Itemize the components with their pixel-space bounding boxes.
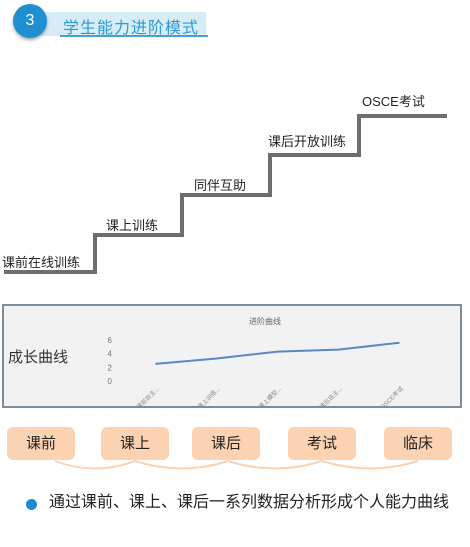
x-tick-label: 课后自主... [318,385,344,406]
y-tick-label: 2 [108,363,113,372]
connector-arc [134,460,229,470]
y-tick-label: 0 [108,377,113,386]
connector-arc [321,460,419,470]
staircase-diagram [4,114,447,274]
stage-pill-clinical: 临床 [384,427,452,460]
section-title: 学生能力进阶模式 [63,20,200,37]
stage-pill-in-class: 课上 [101,427,169,460]
section-number-badge: 3 [13,4,47,38]
staircase-line [4,114,447,274]
bullet-dot [26,499,37,510]
x-tick-label: OSCE考试 [379,385,405,406]
x-tick-label: 课上训练... [196,385,222,406]
chart-title: 进阶曲线 [249,316,281,326]
pill-connector-arcs [54,460,419,470]
y-tick-label: 6 [108,336,113,345]
connector-arc [54,460,136,470]
progression-series-line [155,341,400,365]
stair-label-osce: OSCE考试 [362,94,425,109]
connector-arc [227,460,323,470]
stair-label-peer-help: 同伴互助 [194,178,247,193]
stage-pill-exam: 考试 [288,427,356,460]
bullet-text: 通过课前、课上、课后一系列数据分析形成个人能力曲线 [49,494,450,511]
y-tick-label: 4 [108,350,113,359]
stage-pill-after-class: 课后 [192,427,260,460]
title-underline [60,35,208,37]
growth-curve-label: 成长曲线 [8,349,69,366]
title-bar-background [28,12,206,36]
stair-label-after-class: 课后开放训练 [268,134,347,149]
stair-label-in-class: 课上训练 [106,218,159,233]
progression-line-chart: 进阶曲线 0 2 4 6 课前自主... 课上训练... 课上模型... 课后自主... OS… [108,316,405,406]
x-tick-label: 课上模型... [257,385,283,406]
stair-label-pre-class: 课前在线训练 [2,255,81,270]
stage-pill-pre-class: 课前 [7,427,75,460]
x-tick-label: 课前自主... [135,385,161,406]
